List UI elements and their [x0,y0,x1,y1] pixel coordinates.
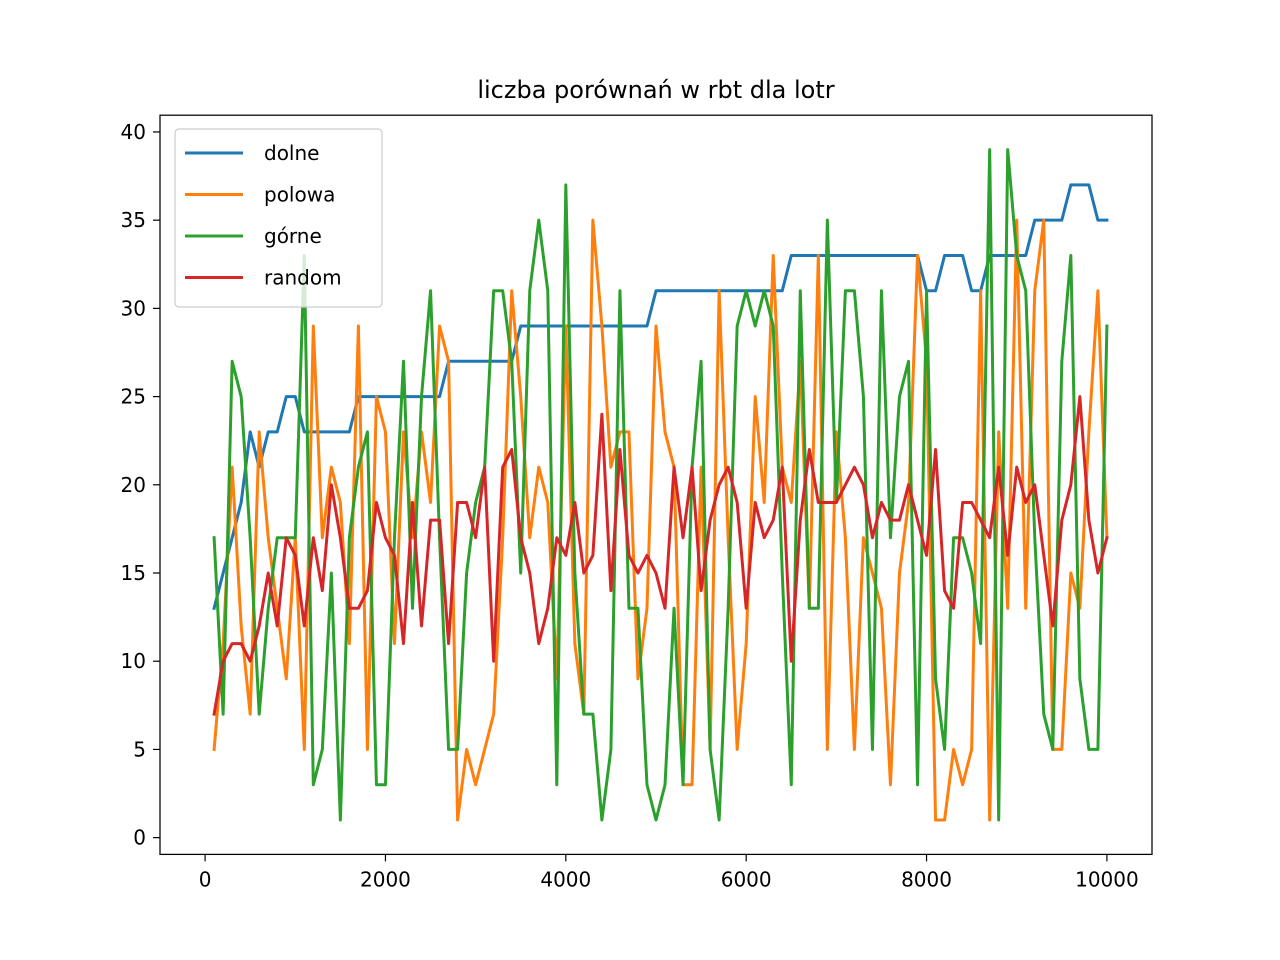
legend-label-random: random [264,266,342,290]
series-line-dolne [212,183,1109,611]
x-tick-label: 8000 [901,867,952,891]
legend-label-polowa: polowa [264,183,335,207]
x-axis: 0 2000 4000 6000 8000 10000 [199,854,1139,891]
legend: dolne polowa górne random [174,128,383,308]
y-tick-label: 0 [133,826,146,850]
x-tick-label: 0 [199,867,212,891]
series-line-random [212,395,1109,716]
y-axis: 0 5 10 15 20 25 30 35 40 [121,120,160,850]
chart-title: liczba porównań w rbt dla lotr [477,76,834,104]
y-tick-label: 35 [121,208,146,232]
series-layer [212,148,1109,822]
y-tick-label: 5 [133,737,146,761]
legend-label-górne: górne [264,224,322,248]
x-tick-label: 4000 [540,867,591,891]
legend-box [174,128,383,308]
y-tick-label: 40 [121,120,146,144]
x-tick-label: 6000 [721,867,772,891]
y-tick-label: 20 [121,473,146,497]
x-tick-label: 10000 [1075,867,1139,891]
y-tick-label: 30 [121,296,146,320]
y-tick-label: 25 [121,385,146,409]
series-line-polowa [212,218,1109,822]
legend-label-dolne: dolne [264,141,319,165]
x-tick-label: 2000 [360,867,411,891]
y-tick-label: 10 [121,649,146,673]
y-tick-label: 15 [121,561,146,585]
